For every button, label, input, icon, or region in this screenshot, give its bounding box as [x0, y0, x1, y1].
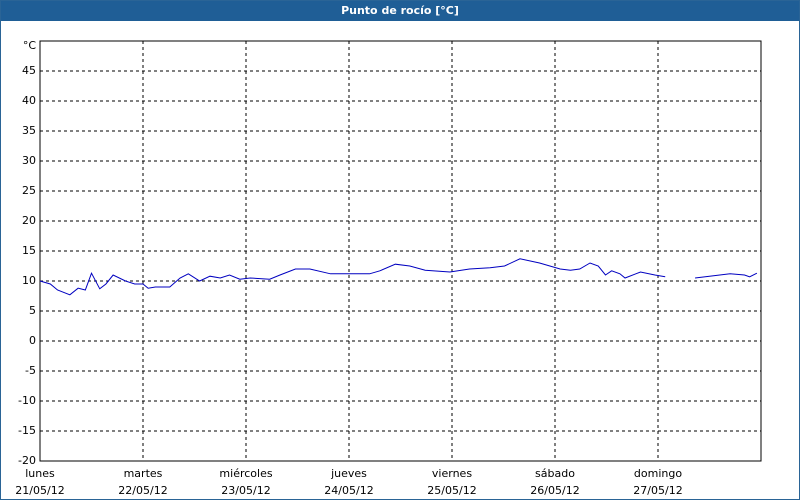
y-tick-label: -5	[25, 364, 36, 377]
x-tick-date: 21/05/12	[15, 484, 64, 497]
y-tick-label: -10	[18, 394, 36, 407]
x-tick-date: 27/05/12	[633, 484, 682, 497]
x-tick-label: martes	[124, 467, 163, 480]
y-tick-label: 45	[22, 64, 36, 77]
x-tick-label: lunes	[25, 467, 55, 480]
y-tick-label: 0	[29, 334, 36, 347]
y-tick-label: -20	[18, 454, 36, 467]
x-tick-label: jueves	[330, 467, 367, 480]
x-tick-date: 25/05/12	[427, 484, 476, 497]
data-line	[39, 258, 758, 296]
y-tick-label: 15	[22, 244, 36, 257]
y-tick-label: 30	[22, 154, 36, 167]
x-tick-label: sábado	[535, 467, 575, 480]
title-bar: Punto de rocío [°C]	[1, 1, 799, 21]
x-tick-date: 24/05/12	[324, 484, 373, 497]
y-tick-label: 10	[22, 274, 36, 287]
x-tick-date: 26/05/12	[530, 484, 579, 497]
y-tick-label: 25	[22, 184, 36, 197]
y-tick-label: 20	[22, 214, 36, 227]
y-tick-label: -15	[18, 424, 36, 437]
y-tick-label: 5	[29, 304, 36, 317]
y-tick-label: 40	[22, 94, 36, 107]
y-unit: °C	[23, 39, 37, 52]
x-tick-date: 23/05/12	[221, 484, 270, 497]
x-tick-label: viernes	[432, 467, 472, 480]
y-tick-label: 35	[22, 124, 36, 137]
x-tick-date: 22/05/12	[118, 484, 167, 497]
x-tick-label: domingo	[634, 467, 682, 480]
x-tick-label: miércoles	[219, 467, 272, 480]
